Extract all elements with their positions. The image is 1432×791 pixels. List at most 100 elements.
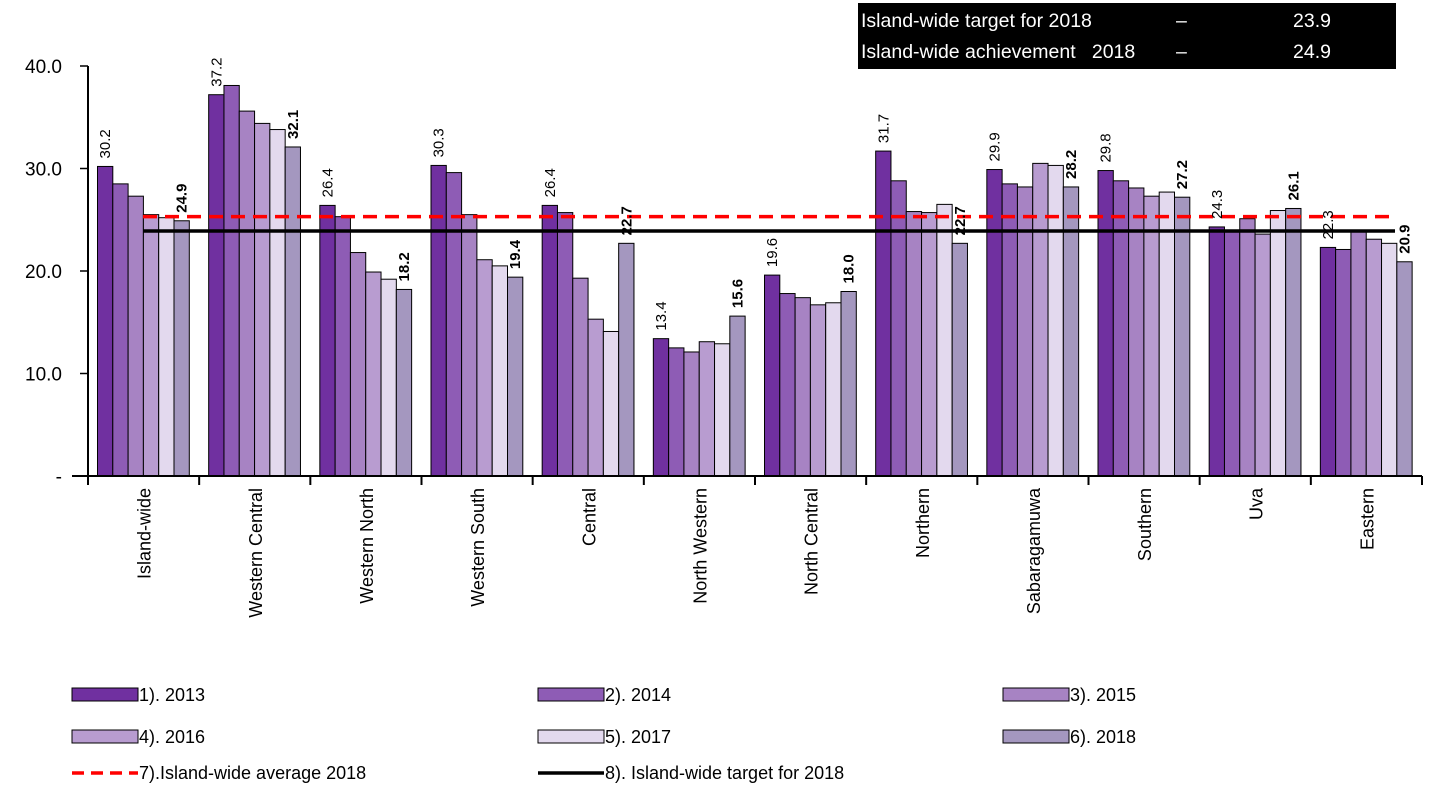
bar-eastern-1 bbox=[1319, 246, 1337, 477]
data-label-first: 13.4 bbox=[653, 301, 670, 330]
legend-swatch-5 bbox=[537, 729, 605, 744]
data-label-last: 32.1 bbox=[285, 110, 302, 139]
data-label-last: 22.7 bbox=[952, 206, 969, 235]
bar-north-western-4 bbox=[698, 341, 716, 477]
bar-western-south-6 bbox=[507, 276, 524, 477]
bar-southern-2 bbox=[1112, 180, 1130, 477]
bar-northern-2 bbox=[890, 180, 907, 477]
data-label-first: 22.3 bbox=[1320, 210, 1337, 239]
bar-north-western-6 bbox=[729, 315, 746, 477]
bar-western-north-1 bbox=[319, 204, 336, 477]
data-label-first: 26.4 bbox=[542, 168, 559, 197]
x-tick-label: Western Central bbox=[246, 488, 266, 618]
bar-island-wide-3 bbox=[127, 195, 144, 477]
x-tick-label: Eastern bbox=[1357, 488, 1377, 550]
data-label-first: 29.8 bbox=[1098, 133, 1115, 162]
bar-western-central-1 bbox=[208, 94, 225, 477]
bar-uva-5 bbox=[1269, 210, 1287, 477]
bar-north-central-3 bbox=[794, 297, 811, 477]
x-tick-label: Northern bbox=[913, 488, 933, 558]
y-tick-label: 40.0 bbox=[25, 57, 62, 78]
achievement-dash: – bbox=[1176, 41, 1187, 63]
bar-north-western-5 bbox=[714, 343, 731, 477]
bar-central-2 bbox=[556, 212, 574, 477]
bar-eastern-6 bbox=[1396, 261, 1413, 477]
legend-label: 1). 2013 bbox=[139, 685, 205, 705]
data-label-first: 30.3 bbox=[431, 128, 448, 157]
bar-southern-5 bbox=[1158, 191, 1175, 477]
bar-island-wide-4 bbox=[142, 214, 160, 477]
legend-label: 4). 2016 bbox=[139, 727, 205, 747]
x-tick-label: Island-wide bbox=[135, 488, 155, 579]
x-tick-label: Sabaragamuwa bbox=[1024, 487, 1044, 614]
data-label-last: 18.2 bbox=[396, 252, 413, 281]
bar-eastern-2 bbox=[1335, 248, 1352, 477]
bar-sabaragamuwa-4 bbox=[1032, 162, 1049, 477]
bar-western-central-6 bbox=[284, 146, 301, 477]
bar-western-south-5 bbox=[491, 265, 509, 477]
x-tick-label: Southern bbox=[1135, 488, 1155, 561]
data-label-first: 31.7 bbox=[875, 114, 892, 143]
bar-eastern-4 bbox=[1365, 238, 1383, 477]
bar-north-central-1 bbox=[764, 274, 781, 477]
bar-southern-4 bbox=[1143, 195, 1160, 477]
bar-sabaragamuwa-5 bbox=[1047, 164, 1064, 477]
legend-swatch-3 bbox=[1002, 687, 1070, 702]
target-dash: – bbox=[1176, 10, 1187, 32]
legend-label: 7).Island-wide average 2018 bbox=[139, 763, 366, 783]
bar-north-western-3 bbox=[683, 351, 700, 477]
bar-island-wide-2 bbox=[112, 183, 129, 477]
data-label-last: 27.2 bbox=[1174, 160, 1191, 189]
bar-northern-5 bbox=[936, 203, 953, 477]
bar-southern-6 bbox=[1174, 196, 1191, 477]
bar-central-5 bbox=[602, 330, 620, 477]
bar-western-south-4 bbox=[476, 259, 493, 477]
legend-swatch-2 bbox=[537, 687, 605, 702]
data-label-last: 18.0 bbox=[841, 254, 858, 283]
bar-western-central-3 bbox=[238, 110, 256, 477]
bar-western-south-1 bbox=[430, 164, 447, 477]
legend-label: 2). 2014 bbox=[605, 685, 671, 705]
bar-northern-4 bbox=[921, 212, 938, 477]
bar-north-central-5 bbox=[825, 302, 842, 477]
bar-uva-4 bbox=[1254, 233, 1271, 477]
x-tick-label: North Western bbox=[690, 488, 710, 604]
bar-north-western-2 bbox=[668, 347, 685, 477]
data-label-last: 15.6 bbox=[729, 279, 746, 308]
bar-north-central-6 bbox=[840, 291, 857, 477]
legend-swatch-1 bbox=[71, 687, 139, 702]
bar-western-north-5 bbox=[380, 278, 397, 477]
legend-label: 8). Island-wide target for 2018 bbox=[605, 763, 844, 783]
data-label-last: 20.9 bbox=[1396, 225, 1413, 254]
x-tick-label: Uva bbox=[1246, 487, 1266, 520]
legend-label: 5). 2017 bbox=[605, 727, 671, 747]
bar-western-central-5 bbox=[269, 129, 286, 477]
bar-western-north-4 bbox=[365, 271, 382, 477]
bar-northern-6 bbox=[951, 242, 968, 477]
bar-central-4 bbox=[587, 318, 604, 477]
achievement-value: 24.9 bbox=[1293, 41, 1331, 63]
data-label-first: 19.6 bbox=[764, 238, 781, 267]
legend-label: 6). 2018 bbox=[1070, 727, 1136, 747]
bar-central-6 bbox=[618, 242, 635, 477]
data-label-first: 30.2 bbox=[97, 129, 114, 158]
y-tick-label: 30.0 bbox=[25, 160, 62, 181]
data-label-first: 24.3 bbox=[1209, 190, 1226, 219]
y-tick-label: - bbox=[56, 467, 62, 488]
bar-island-wide-1 bbox=[97, 165, 114, 477]
x-tick-label: North Central bbox=[802, 488, 822, 595]
achievement-label: Island-wide achievement 2018 bbox=[861, 41, 1136, 63]
legend-swatch-4 bbox=[71, 729, 139, 744]
bar-north-western-1 bbox=[652, 338, 670, 477]
bar-central-3 bbox=[572, 277, 589, 477]
x-tick-label: Western North bbox=[357, 488, 377, 604]
data-label-first: 37.2 bbox=[208, 57, 225, 86]
bar-uva-3 bbox=[1239, 218, 1256, 477]
bar-north-central-4 bbox=[809, 304, 827, 477]
data-label-last: 22.7 bbox=[618, 206, 635, 235]
x-tick-label: Western South bbox=[468, 488, 488, 607]
x-tick-label: Central bbox=[579, 488, 599, 546]
legend-label: 3). 2015 bbox=[1070, 685, 1136, 705]
bar-uva-1 bbox=[1208, 226, 1225, 477]
